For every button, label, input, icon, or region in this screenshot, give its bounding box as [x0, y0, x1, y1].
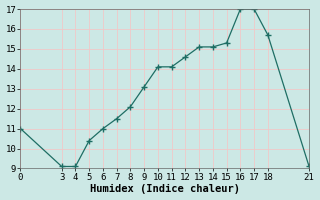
- X-axis label: Humidex (Indice chaleur): Humidex (Indice chaleur): [90, 184, 240, 194]
